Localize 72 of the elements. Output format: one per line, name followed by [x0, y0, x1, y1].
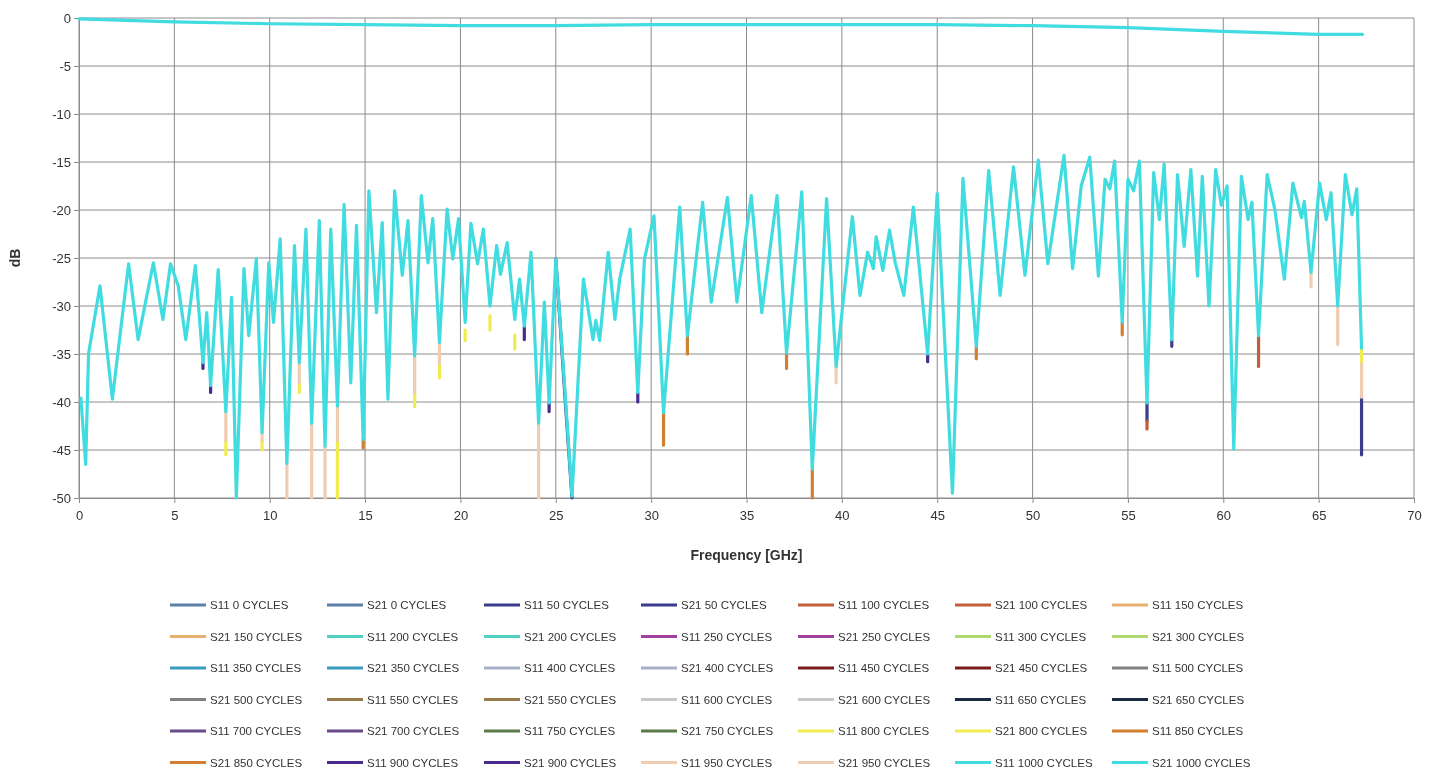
legend-label: S21 900 CYCLES [524, 756, 617, 769]
y-tick-label: -10 [52, 106, 71, 122]
x-tick-label: 20 [453, 508, 469, 524]
legend-label: S21 600 CYCLES [838, 693, 931, 706]
legend-label: S11 900 CYCLES [367, 756, 459, 769]
legend-label: S21 50 CYCLES [681, 599, 767, 611]
y-tick-label: -20 [52, 202, 71, 218]
y-tick-label: -5 [59, 58, 71, 74]
x-tick-label: 70 [1407, 508, 1422, 524]
legend-label: S11 750 CYCLES [524, 725, 616, 737]
x-tick-label: 30 [644, 508, 659, 524]
y-tick-label: -35 [52, 346, 71, 362]
x-tick-label: 45 [930, 508, 945, 524]
x-tick-label: 0 [75, 508, 84, 524]
line-series [79, 153, 1364, 500]
legend-label: S21 850 CYCLES [210, 756, 303, 769]
legend-label: S11 800 CYCLES [838, 725, 930, 737]
legend-label: S11 1000 CYCLES [995, 756, 1093, 769]
legend-label: S21 450 CYCLES [995, 662, 1088, 674]
legend-label: S11 700 CYCLES [210, 725, 302, 737]
legend-label: S21 300 CYCLES [1152, 630, 1245, 643]
x-tick-label: 40 [835, 508, 850, 524]
legend-label: S21 1000 CYCLES [1152, 756, 1251, 769]
x-tick-label: 55 [1121, 508, 1136, 524]
x-tick-label: 60 [1216, 508, 1232, 524]
legend-label: S21 550 CYCLES [524, 693, 617, 706]
legend-label: S11 450 CYCLES [838, 662, 930, 674]
legend-label: S11 950 CYCLES [681, 756, 773, 769]
x-tick-label: 10 [262, 508, 278, 524]
legend-label: S11 500 CYCLES [1152, 662, 1244, 674]
legend-label: S11 350 CYCLES [210, 662, 302, 674]
y-tick-label: -45 [52, 442, 71, 458]
legend-label: S21 950 CYCLES [838, 756, 931, 769]
y-tick-label: -25 [52, 250, 71, 266]
legend-label: S21 100 CYCLES [995, 599, 1088, 611]
legend-label: S21 250 CYCLES [838, 630, 931, 643]
legend-label: S11 850 CYCLES [1152, 725, 1244, 737]
legend-label: S11 650 CYCLES [995, 693, 1087, 706]
legend-label: S21 400 CYCLES [681, 662, 774, 674]
x-tick-label: 5 [171, 508, 179, 524]
legend-label: S21 500 CYCLES [210, 693, 303, 706]
legend-label: S21 150 CYCLES [210, 630, 303, 643]
legend-label: S11 100 CYCLES [838, 599, 930, 611]
legend-label: S21 700 CYCLES [367, 725, 460, 737]
legend-label: S21 350 CYCLES [367, 662, 460, 674]
legend-label: S21 0 CYCLES [367, 599, 447, 611]
legend-label: S11 200 CYCLES [367, 630, 459, 643]
x-tick-label: 50 [1025, 508, 1041, 524]
legend-label: S11 150 CYCLES [1152, 599, 1244, 611]
legend-label: S11 600 CYCLES [681, 693, 773, 706]
legend-label: S11 300 CYCLES [995, 630, 1087, 643]
y-tick-label: -30 [52, 298, 71, 314]
legend-label: S21 650 CYCLES [1152, 693, 1245, 706]
legend-label: S11 550 CYCLES [367, 693, 459, 706]
y-tick-label: -15 [52, 154, 71, 170]
y-tick-label: 0 [63, 10, 71, 26]
legend-label: S21 750 CYCLES [681, 725, 774, 737]
legend-label: S21 800 CYCLES [995, 725, 1088, 737]
legend-label: S21 200 CYCLES [524, 630, 617, 643]
x-tick-label: 25 [549, 508, 564, 524]
legend-label: S11 0 CYCLES [210, 599, 289, 611]
x-tick-label: 15 [358, 508, 373, 524]
legend-label: S11 50 CYCLES [524, 599, 610, 611]
x-tick-label: 35 [739, 508, 755, 524]
legend-label: S11 250 CYCLES [681, 630, 773, 643]
x-tick-label: 65 [1311, 508, 1327, 524]
y-tick-label: -40 [52, 394, 71, 410]
y-axis-title: dB [7, 248, 23, 268]
legend-label: S11 400 CYCLES [524, 662, 616, 674]
y-tick-label: -50 [52, 490, 71, 506]
line-series [77, 17, 1365, 36]
x-axis-title: Frequency [GHz] [690, 547, 803, 563]
